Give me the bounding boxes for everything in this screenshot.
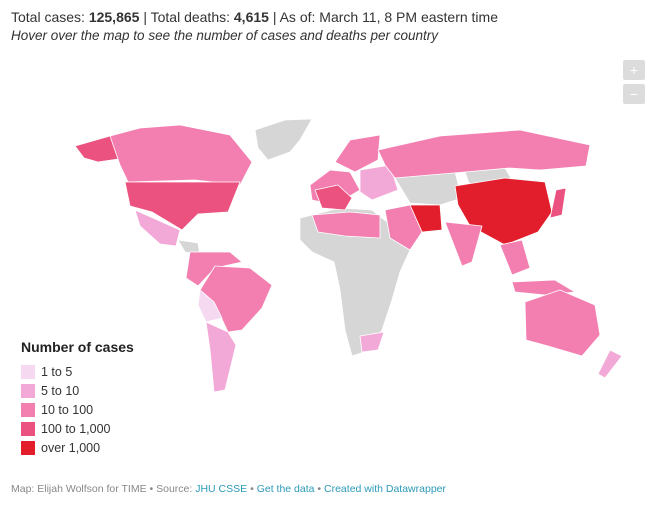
legend-label: over 1,000	[41, 440, 101, 455]
legend-swatch	[21, 421, 35, 436]
data-link[interactable]: Get the data	[256, 483, 315, 495]
cases: 125,865	[88, 9, 140, 25]
legend-item: 5 to 10	[21, 381, 134, 400]
bolivia	[197, 289, 223, 323]
legend-title: Number of cases	[21, 339, 134, 355]
canada	[109, 124, 253, 186]
legend-item: 10 to 100	[21, 400, 134, 419]
source-label: Source:	[156, 483, 193, 495]
mexico	[134, 209, 181, 247]
label: Total deaths:	[150, 9, 230, 25]
middle-east	[384, 204, 423, 251]
subtitle: Hover over the map to see the number of …	[11, 28, 438, 43]
e-europe	[359, 164, 399, 201]
zoom-out[interactable]: −	[623, 84, 645, 104]
greenland	[254, 118, 313, 161]
label: Total cases:	[11, 9, 85, 25]
argentina	[205, 321, 237, 393]
italy-spain	[314, 184, 353, 211]
legend-item: 100 to 1,000	[21, 419, 134, 438]
dot: •	[250, 483, 254, 495]
deaths: 4,615	[233, 9, 269, 25]
scandinavia	[334, 134, 381, 173]
legend-swatch	[21, 383, 35, 398]
legend: Number of cases 1 to 5 5 to 10 10 to 100 10…	[21, 339, 134, 457]
legend-swatch	[21, 402, 35, 417]
legend-swatch	[21, 440, 35, 455]
legend-label: 5 to 10	[41, 383, 80, 398]
legend-item: 1 to 5	[21, 362, 134, 381]
new-zealand	[597, 349, 623, 379]
sep: |	[143, 9, 147, 25]
usa	[124, 181, 241, 231]
india	[444, 221, 483, 267]
legend-item: over 1,000	[21, 438, 134, 457]
russia	[377, 129, 591, 179]
legend-swatch	[21, 364, 35, 379]
south-africa	[359, 331, 385, 353]
japan	[549, 187, 567, 219]
datawrapper-link[interactable]: Created with Datawrapper	[324, 483, 446, 495]
header: Total cases: 125,865 | Total deaths: 4,6…	[11, 9, 498, 25]
source-link[interactable]: JHU CSSE	[195, 483, 248, 495]
se-asia	[499, 239, 531, 276]
legend-label: 10 to 100	[41, 402, 94, 417]
australia	[524, 289, 601, 357]
dot: •	[149, 483, 154, 495]
egypt-algeria	[311, 211, 381, 239]
footer: Map: Elijah Wolfson for TIME • Source: J…	[11, 483, 446, 495]
sep: |	[272, 9, 277, 25]
as-of: As of: March 11, 8 PM eastern time	[279, 9, 498, 25]
credit: Map: Elijah Wolfson for TIME	[11, 483, 147, 495]
zoom-in[interactable]: +	[623, 60, 645, 80]
legend-label: 100 to 1,000	[41, 421, 111, 436]
dot: •	[317, 483, 322, 495]
legend-label: 1 to 5	[41, 364, 73, 379]
